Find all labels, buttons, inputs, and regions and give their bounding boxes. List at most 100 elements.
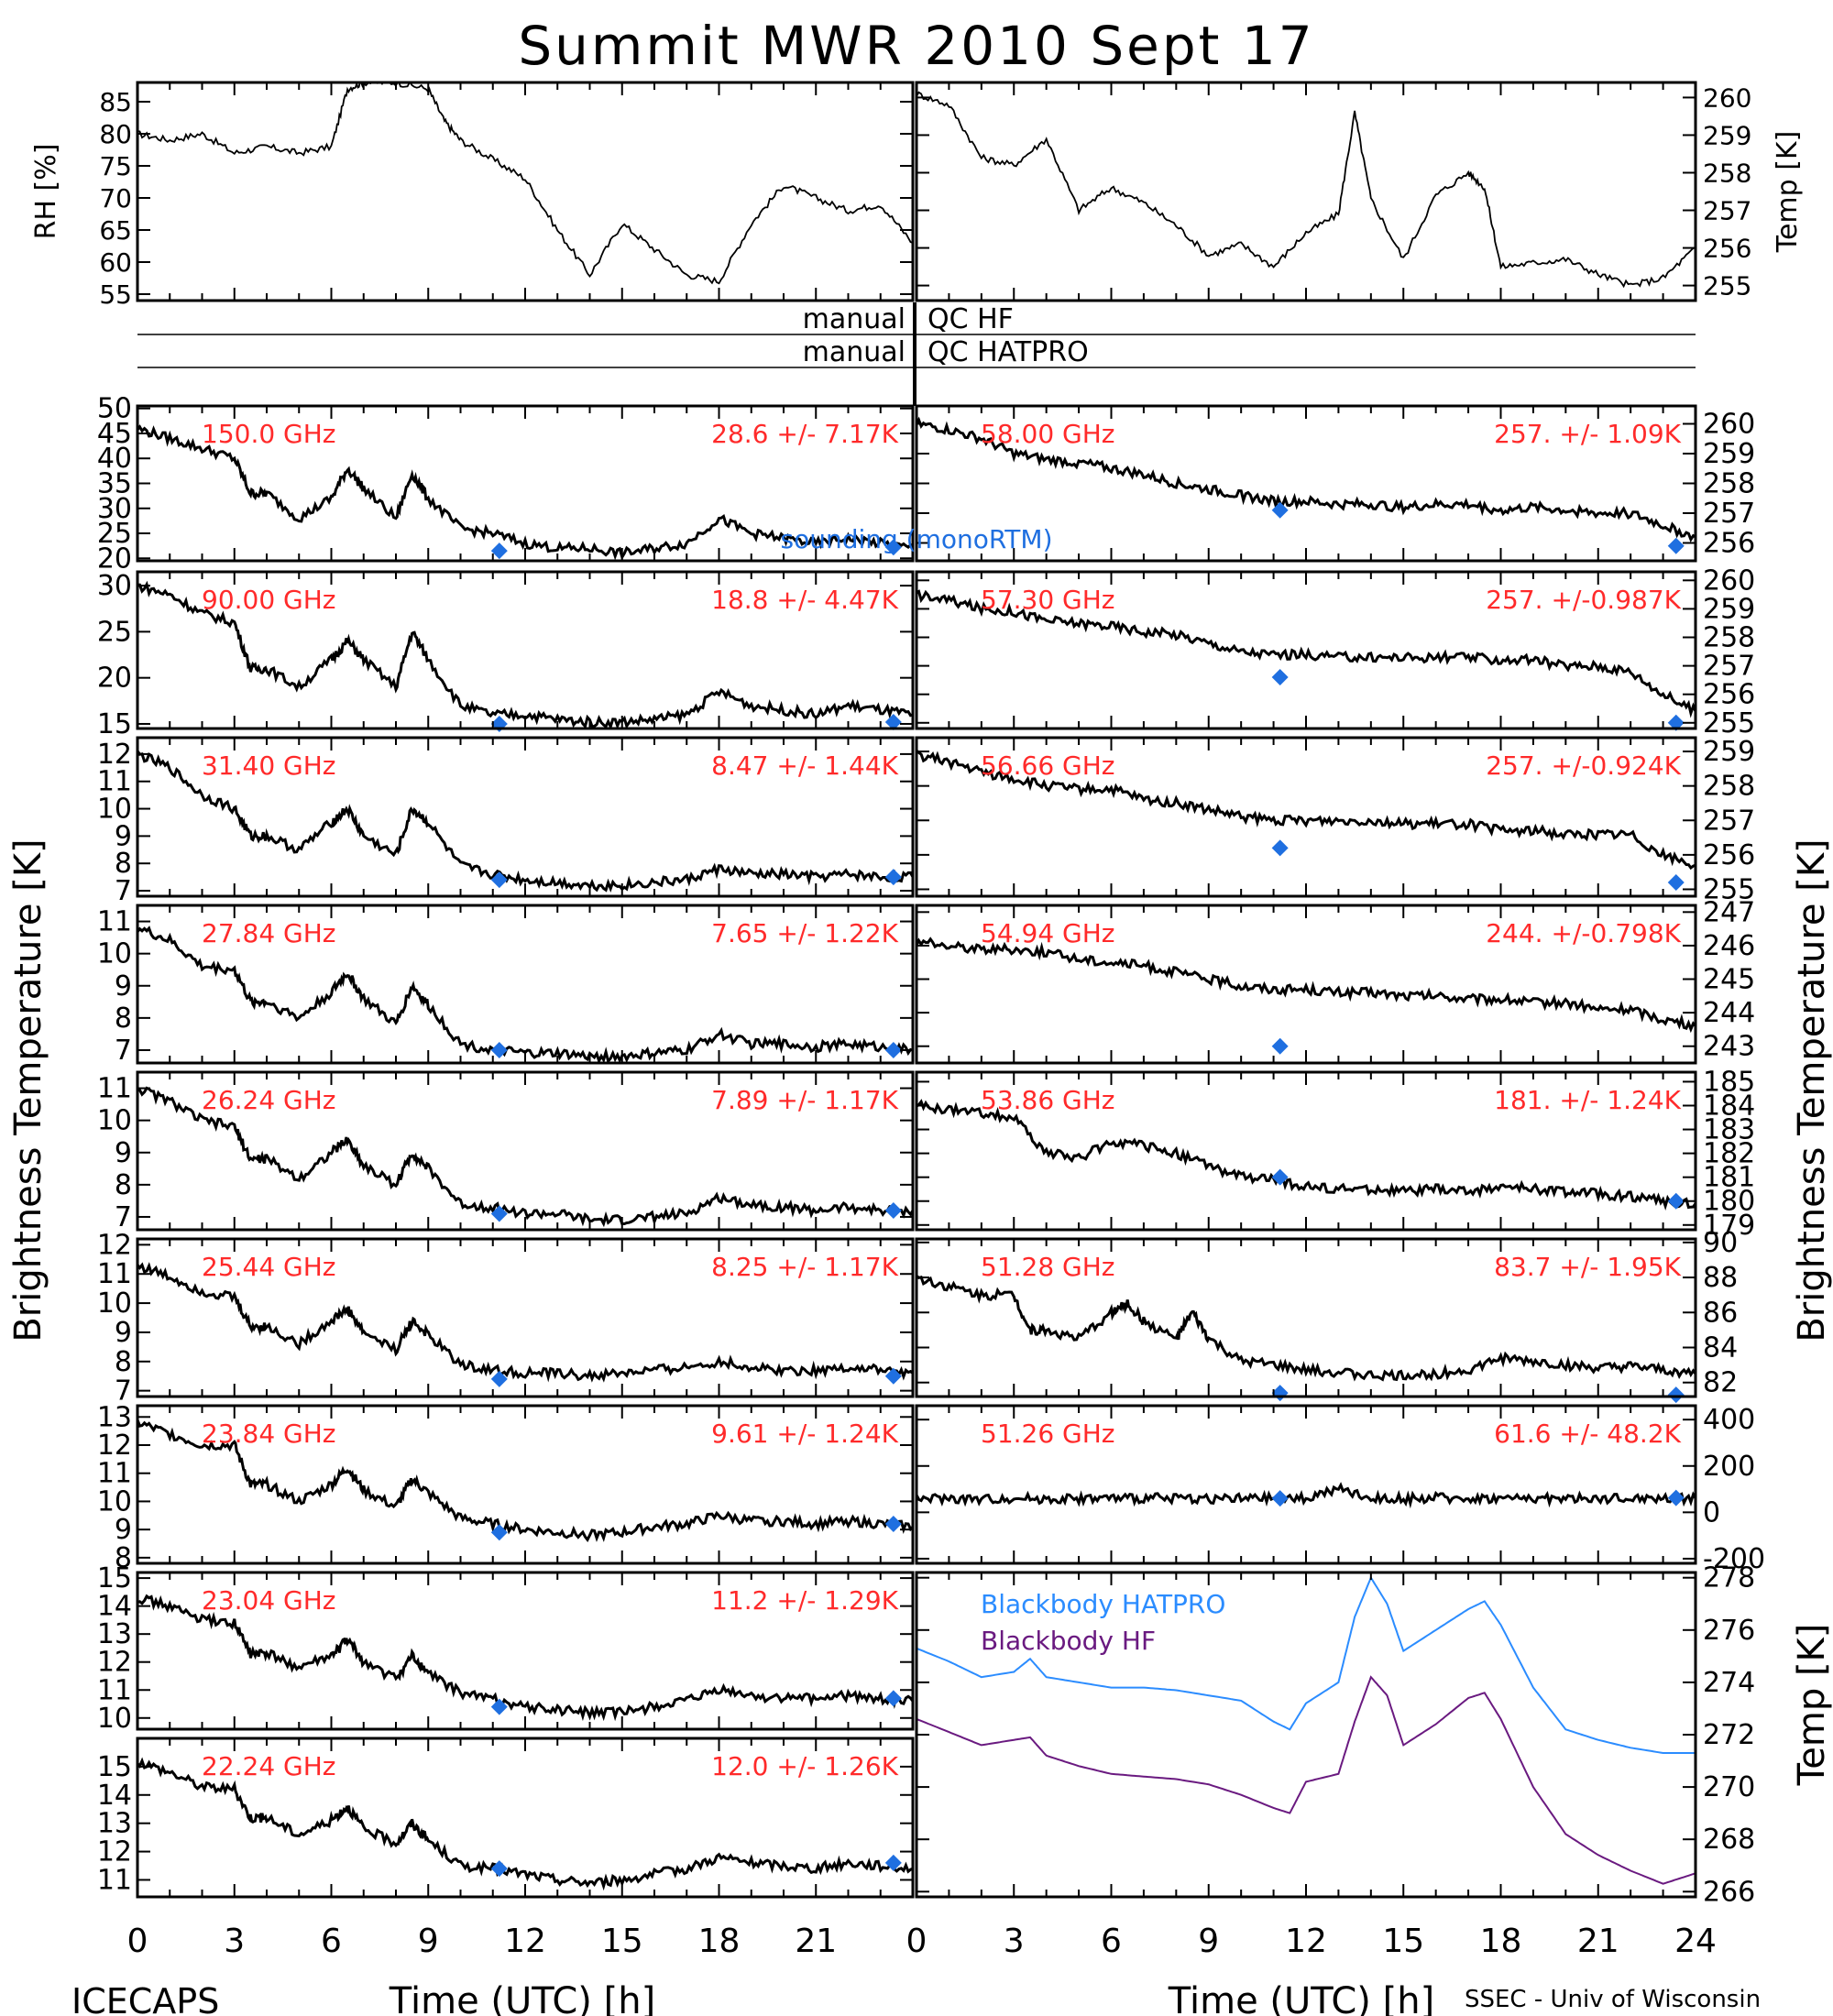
y-tick-label: 11 [97,766,132,798]
y-tick-label: 268 [1703,1824,1755,1856]
sounding-marker [1667,873,1685,891]
channel-label: 27.84 GHz [202,918,336,948]
sounding-marker [884,869,902,886]
y-tick-label: 256 [1703,839,1755,871]
y-tick-label: 12 [97,1647,132,1679]
y-tick-label: 260 [1703,409,1755,441]
y-tick-label: 8 [115,1346,132,1378]
channel-label: 23.84 GHz [202,1419,336,1449]
y-tick-label: 259 [1703,593,1755,625]
y-tick-label: 12 [97,1836,132,1868]
channel-stat: 11.2 +/- 1.29K [711,1585,898,1616]
y-tick-label: 10 [97,1287,132,1320]
y-tick-label: 0 [1703,1496,1720,1528]
y-tick-label: 14 [97,1591,132,1623]
y-tick-label: 82 [1703,1367,1738,1399]
sounding-marker [1667,714,1685,731]
x-tick-label: 9 [1198,1923,1219,1960]
panel-3: 15 20 25 30 90.00 GHz 18.8 +/- 4.47K [97,570,915,740]
series-trace [916,1275,1696,1382]
met-ylabel: Temp [K] [1772,131,1804,254]
channel-stat: 257. +/-0.987K [1486,585,1681,615]
channel-stat: 8.25 +/- 1.17K [711,1252,898,1282]
y-tick-label: 65 [99,215,132,246]
y-tick-label: 266 [1703,1876,1755,1908]
series-blackbody-hf [916,1675,1696,1885]
y-tick-label: 270 [1703,1771,1755,1803]
channel-stat: 7.65 +/- 1.22K [711,918,898,948]
series-trace [137,82,913,285]
x-tick-label: 3 [1004,1923,1025,1960]
series-trace [137,580,913,729]
y-tick-label: 246 [1703,930,1755,962]
channel-label: 54.94 GHz [981,918,1115,948]
channel-label: 53.86 GHz [981,1085,1115,1115]
y-tick-label: 260 [1703,82,1751,113]
panel-1: 255 256 257 258 259 260 Temp [K] [915,81,1804,302]
y-tick-label: 260 [1703,564,1755,597]
qc-hatpro-right: QC HATPRO [927,336,1089,368]
channel-stat: 244. +/-0.798K [1486,918,1681,948]
y-tick-label: 185 [1703,1066,1755,1098]
channel-label: 56.66 GHz [981,751,1115,781]
y-tick-label: 25 [97,616,132,648]
sounding-marker [1271,669,1289,686]
channel-stat: 8.47 +/- 1.44K [711,751,898,781]
y-tick-label: 14 [97,1780,132,1812]
channel-stat: 9.61 +/- 1.24K [711,1419,898,1449]
legend-blackbody-hf: Blackbody HF [981,1626,1156,1656]
y-tick-label: 85 [99,87,132,117]
series-trace [916,1099,1696,1211]
y-tick-label: 8 [115,1003,132,1035]
qc-rows: manual QC HF manual QC HATPRO [803,303,1089,368]
series-trace [137,1419,913,1542]
sounding-marker [1271,1490,1289,1507]
blackbody-axis-label: Temp [K] [1791,1624,1833,1787]
y-tick-label: 258 [1703,158,1751,188]
sounding-marker [884,1854,902,1871]
y-tick-label: 10 [97,1703,132,1735]
x-tick-label: 12 [1285,1923,1327,1960]
y-tick-label: 10 [97,1105,132,1137]
y-tick-label: 86 [1703,1297,1738,1329]
y-tick-label: -200 [1703,1543,1765,1575]
y-tick-label: 256 [1703,528,1755,560]
y-tick-label: 258 [1703,468,1755,500]
y-tick-label: 15 [97,1562,132,1594]
sounding-marker [490,871,508,889]
y-tick-label: 20 [97,542,132,575]
qc-hf-left: manual [803,303,906,335]
series-trace [137,1594,913,1722]
qc-hf-right: QC HF [927,303,1014,335]
y-tick-label: 12 [97,739,132,771]
channel-stat: 18.8 +/- 4.47K [711,585,898,615]
y-tick-label: 11 [97,1458,132,1490]
y-tick-label: 20 [97,663,132,695]
series-trace [137,424,913,561]
series-trace [137,1262,913,1383]
met-ylabel: RH [%] [30,144,62,240]
sounding-marker [884,1041,902,1058]
channel-label: 57.30 GHz [981,585,1115,615]
channel-label: 23.04 GHz [202,1585,336,1616]
sounding-marker [1667,537,1685,554]
y-tick-label: 183 [1703,1114,1755,1146]
sounding-marker [884,1201,902,1219]
y-tick-label: 256 [1703,234,1751,264]
x-tick-label: 18 [1480,1923,1522,1960]
y-tick-label: 245 [1703,964,1755,996]
y-tick-label: 258 [1703,771,1755,803]
y-tick-label: 10 [97,938,132,970]
y-tick-label: 80 [99,119,132,149]
y-tick-label: 11 [97,906,132,938]
channel-label: 150.0 GHz [202,419,336,449]
y-tick-label: 180 [1703,1186,1755,1218]
